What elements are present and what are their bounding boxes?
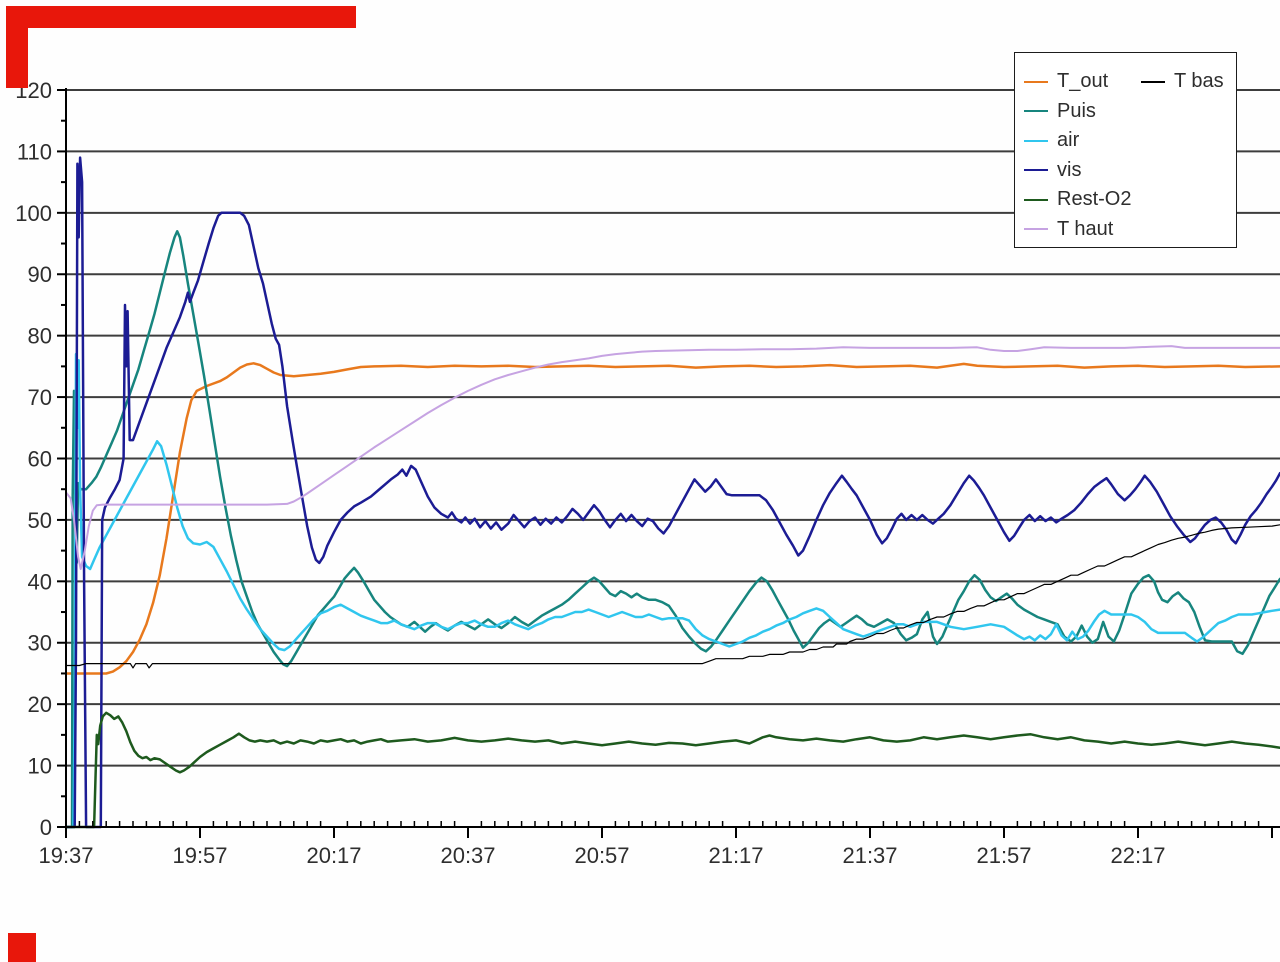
x-tick-label: 20:37 (440, 843, 495, 868)
legend-swatch-Puis (1024, 110, 1048, 113)
series-Rest-O2 (64, 711, 1280, 829)
series-T bas (65, 524, 1280, 669)
legend-label: Puis (1057, 99, 1096, 122)
legend-item-vis: vis (1015, 156, 1236, 186)
y-tick-label: 90 (28, 262, 52, 287)
legend-swatch-T_out (1024, 80, 1048, 83)
y-tick-label: 80 (28, 324, 52, 349)
legend-item-T bas: T bas (1141, 67, 1224, 97)
y-tick-label: 110 (17, 139, 52, 164)
y-tick-label: 0 (40, 815, 52, 840)
legend-label: T_out (1057, 70, 1109, 93)
y-tick-label: 40 (28, 569, 52, 594)
y-tick-label: 30 (28, 631, 52, 656)
x-tick-label: 20:57 (574, 843, 629, 868)
x-tick-label: 22:17 (1110, 843, 1165, 868)
x-tick-label: 19:57 (172, 843, 227, 868)
legend-swatch-air (1024, 139, 1048, 142)
legend-swatch-T bas (1141, 80, 1165, 83)
legend-item-T haut: T haut (1015, 215, 1236, 245)
series-vis (64, 156, 1280, 829)
legend-item-air: air (1015, 126, 1236, 156)
legend-item-Puis: Puis (1015, 97, 1236, 127)
series-air (64, 352, 1280, 829)
legend-item-T_out: T_out (1015, 67, 1236, 97)
chart-legend: T_out Puis air vis Rest-O2 T haut T bas (1014, 52, 1237, 248)
legend-swatch-Rest-O2 (1024, 198, 1048, 201)
series-T haut (65, 345, 1280, 570)
series-T_out (64, 362, 1280, 675)
red-marker-bottom-left (8, 933, 36, 962)
x-tick-label: 21:37 (842, 843, 897, 868)
legend-label: T haut (1057, 217, 1114, 240)
legend-label: Rest-O2 (1057, 188, 1132, 211)
x-tick-label: 19:37 (38, 843, 93, 868)
y-tick-label: 60 (28, 446, 52, 471)
x-tick-label: 20:17 (306, 843, 361, 868)
y-tick-label: 50 (28, 508, 52, 533)
legend-label: vis (1057, 158, 1082, 181)
x-tick-label: 21:57 (976, 843, 1031, 868)
series (64, 156, 1280, 829)
red-marker-top (8, 6, 356, 28)
y-tick-label: 100 (15, 201, 52, 226)
y-tick-label: 10 (28, 754, 52, 779)
legend-item-Rest-O2: Rest-O2 (1015, 185, 1236, 215)
series-Puis (64, 230, 1280, 829)
x-tick-label: 21:17 (708, 843, 763, 868)
red-marker-left (6, 6, 28, 88)
y-tick-label: 20 (28, 692, 52, 717)
y-tick-label: 70 (28, 385, 52, 410)
legend-swatch-T haut (1024, 228, 1048, 231)
legend-label: T bas (1174, 70, 1224, 93)
legend-swatch-vis (1024, 169, 1048, 172)
legend-label: air (1057, 129, 1080, 152)
